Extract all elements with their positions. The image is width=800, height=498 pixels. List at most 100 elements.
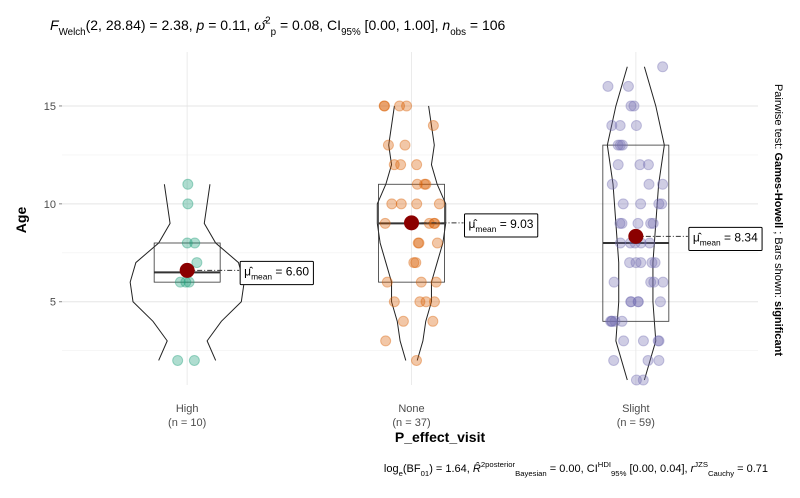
data-point [415, 276, 427, 288]
data-point [172, 354, 184, 366]
data-point [614, 237, 626, 249]
mean-value-label: 6.60 [286, 264, 310, 278]
mean-label-text: μ̂mean = 8.34 [693, 230, 758, 247]
data-point [654, 296, 666, 308]
data-point [189, 237, 201, 249]
data-point [428, 296, 440, 308]
data-point [653, 198, 665, 210]
data-point [635, 257, 647, 269]
data-point [642, 354, 654, 366]
y-axis-label: Age [13, 207, 29, 234]
data-point [637, 335, 649, 347]
data-point [632, 296, 644, 308]
x-axis-label: P_effect_visit [395, 429, 486, 445]
data-point [182, 198, 194, 210]
data-point [410, 354, 422, 366]
data-point [634, 159, 646, 171]
x-tick-label: None [398, 403, 424, 415]
mean-value-label: 9.03 [510, 217, 534, 231]
data-point [397, 315, 409, 327]
data-point [617, 198, 629, 210]
data-point [628, 100, 640, 112]
data-point [188, 354, 200, 366]
text-part: posterior [485, 460, 515, 469]
data-point [174, 276, 186, 288]
data-point [616, 217, 628, 229]
data-point [431, 237, 443, 249]
data-point [394, 100, 406, 112]
text-part: JZS [694, 460, 708, 469]
data-point [411, 159, 423, 171]
data-point [614, 139, 626, 151]
data-point [625, 296, 637, 308]
x-tick-count: (n = 10) [168, 417, 206, 429]
text-part: μ̂ [693, 230, 702, 244]
data-point [622, 80, 634, 92]
data-point [606, 120, 618, 132]
mean-label-text: μ̂mean = 6.60 [244, 264, 309, 281]
text-part: mean [251, 272, 272, 282]
data-point [401, 100, 413, 112]
box [602, 144, 670, 322]
data-point [630, 257, 642, 269]
data-point [428, 217, 440, 229]
text-part: 95% [341, 27, 361, 38]
text-part: obs [450, 27, 466, 38]
data-point [630, 120, 642, 132]
data-point [614, 120, 626, 132]
strip-text: Pairwise test: Games-Howell ; Bars shown… [772, 84, 784, 356]
violin-half [606, 66, 628, 381]
text-part: mean [700, 238, 721, 248]
data-point [609, 315, 621, 327]
data-point [612, 139, 624, 151]
data-point [427, 120, 439, 132]
data-point [656, 198, 668, 210]
data-point [614, 217, 626, 229]
data-point [430, 276, 442, 288]
mean-label: μ̂mean = 8.34 [688, 226, 763, 252]
text-part: Welch [59, 27, 86, 38]
data-point [642, 159, 654, 171]
text-part: ) = 1.64, [429, 463, 473, 475]
data-point [645, 276, 657, 288]
data-point [625, 296, 637, 308]
data-point [388, 296, 400, 308]
text-part: (2, 28.84) = 2.38, [86, 17, 197, 33]
data-point [420, 178, 432, 190]
data-point [382, 139, 394, 151]
text-part: = [721, 230, 735, 244]
data-point [637, 374, 649, 386]
mean-point [628, 228, 644, 244]
data-point [616, 139, 628, 151]
data-point [648, 276, 660, 288]
data-point [644, 237, 656, 249]
text-part: 2 [265, 16, 270, 27]
text-part: mean [475, 224, 496, 234]
data-point [632, 217, 644, 229]
data-point [429, 217, 441, 229]
data-point [624, 257, 636, 269]
text-part: = 0.11, [204, 17, 254, 33]
data-point [388, 159, 400, 171]
data-point [606, 315, 618, 327]
violin-half [129, 184, 171, 361]
text-part: e [399, 469, 403, 478]
text-part: significant [772, 301, 784, 356]
data-point [632, 296, 644, 308]
data-point [386, 198, 398, 210]
text-part: 2 [481, 460, 485, 469]
data-point [399, 139, 411, 151]
data-point [606, 178, 618, 190]
data-point [606, 315, 618, 327]
mean-point [179, 262, 195, 278]
data-point [427, 315, 439, 327]
text-part: Cauchy [708, 469, 734, 478]
data-point [605, 315, 617, 327]
data-point [653, 335, 665, 347]
mean-label-text: μ̂mean = 9.03 [469, 217, 534, 234]
data-point [378, 100, 390, 112]
text-part: = 106 [466, 17, 506, 33]
text-part: F [50, 17, 60, 33]
text-part: (BF [403, 463, 421, 475]
